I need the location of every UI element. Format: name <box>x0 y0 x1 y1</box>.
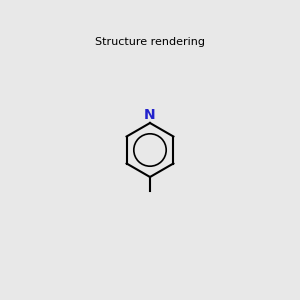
Text: Structure rendering: Structure rendering <box>95 37 205 47</box>
Text: N: N <box>144 108 156 122</box>
